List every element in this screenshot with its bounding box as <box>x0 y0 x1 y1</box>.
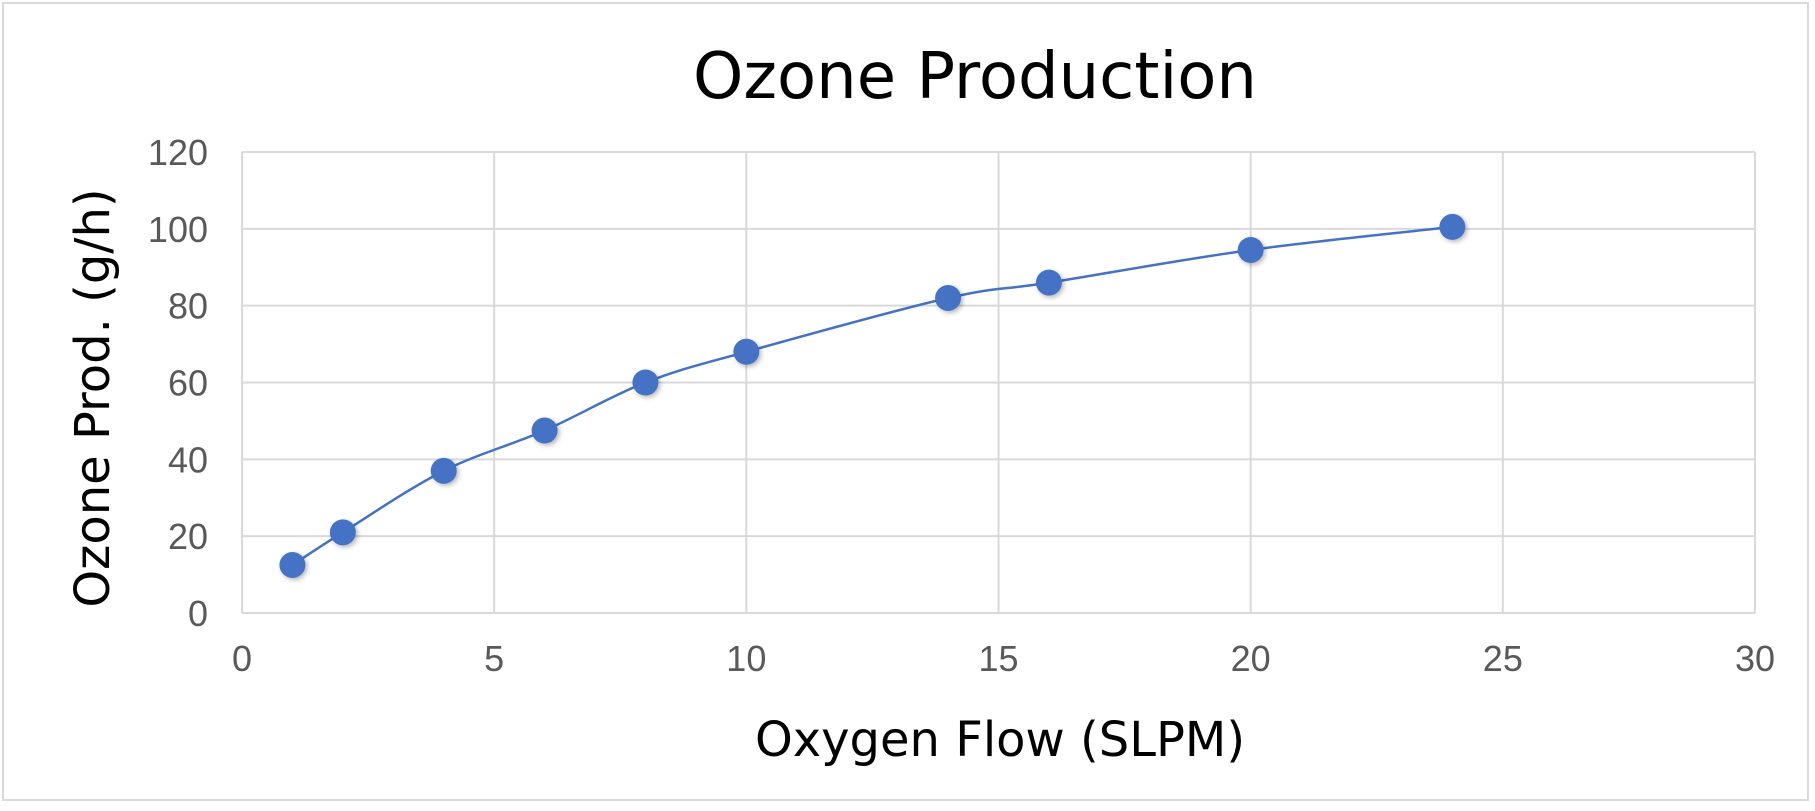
data-point <box>531 417 558 444</box>
data-point <box>1237 236 1264 263</box>
data-point <box>733 338 760 365</box>
y-tick-label: 120 <box>148 132 208 173</box>
x-tick-label: 25 <box>1483 638 1523 679</box>
x-gridlines <box>241 152 1756 613</box>
y-tick-label: 60 <box>168 363 208 404</box>
x-tick-label: 0 <box>232 638 252 679</box>
data-point <box>329 519 356 546</box>
data-point <box>935 284 962 311</box>
x-tick-label: 15 <box>978 638 1018 679</box>
x-tick-label: 10 <box>726 638 766 679</box>
data-point <box>632 369 659 396</box>
data-point <box>430 457 457 484</box>
data-point <box>1439 213 1466 240</box>
x-tick-label: 5 <box>484 638 504 679</box>
y-tick-label: 20 <box>168 516 208 557</box>
y-tick-labels: 0 20 40 60 80 100 120 <box>148 132 208 634</box>
y-tick-label: 100 <box>148 209 208 250</box>
chart-title: Ozone Production <box>693 40 1257 114</box>
x-axis-title: Oxygen Flow (SLPM) <box>755 712 1245 768</box>
series-lines <box>291 225 1453 567</box>
y-tick-label: 80 <box>168 286 208 327</box>
data-point <box>1035 269 1062 296</box>
x-tick-label: 20 <box>1231 638 1271 679</box>
series-line <box>291 225 1453 567</box>
y-tick-label: 0 <box>188 593 208 634</box>
series-markers <box>279 213 1466 578</box>
y-tick-label: 40 <box>168 439 208 480</box>
y-axis-title: Ozone Prod. (g/h) <box>65 188 121 607</box>
chart-svg: Ozone Production 0 20 40 60 80 100 120 0 5 10 15 2… <box>65 40 1775 768</box>
x-tick-label: 30 <box>1735 638 1775 679</box>
data-point <box>279 551 306 578</box>
x-tick-labels: 0 5 10 15 20 25 30 <box>232 638 1775 679</box>
